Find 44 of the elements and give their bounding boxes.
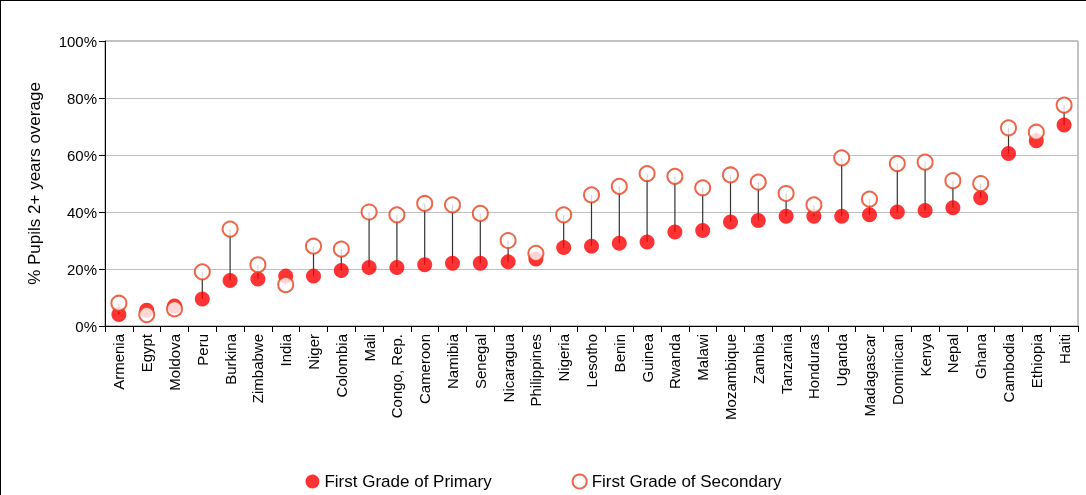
x-tick-label: Ethiopia [1027, 333, 1045, 389]
x-tick-label: Rwanda [666, 333, 684, 390]
x-tick-label: Cameroon [416, 334, 434, 405]
x-tick-label: Nigeria [555, 333, 573, 382]
x-tick-label: Burkina [221, 333, 239, 385]
x-tick-label: India [277, 333, 295, 367]
x-tick-label: Colombia [332, 333, 350, 398]
x-tick-label: Nepal [944, 334, 962, 374]
y-tick-label: 60% [66, 146, 97, 164]
x-tick-label: Guinea [638, 333, 656, 383]
y-tick-label: 100% [58, 32, 97, 50]
x-tick-label: Kenya [916, 333, 934, 377]
x-tick-label: Congo, Rep. [388, 334, 406, 419]
x-tick-label: Madagascar [861, 334, 878, 417]
x-tick-label: Philippines [527, 334, 545, 407]
x-tick-label: Egypt [138, 333, 156, 373]
y-tick-label: 0% [75, 317, 97, 335]
x-tick-label: Senegal [471, 334, 489, 390]
x-tick-label: Nicaragua [499, 333, 517, 403]
y-tick-label: 80% [66, 89, 97, 107]
x-tick-label: Lesotho [583, 334, 600, 388]
x-tick-label: Uganda [833, 333, 851, 387]
x-tick-label: Zimbabwe [249, 334, 267, 404]
y-tick-label: 40% [66, 203, 97, 221]
x-tick-label: Dominican [888, 334, 906, 405]
x-tick-label: Benin [610, 334, 628, 373]
legend-label: First Grade of Secondary [591, 472, 783, 491]
x-tick-label: Namibia [444, 333, 461, 390]
x-tick-label: Peru [193, 334, 211, 366]
legend-label: First Grade of Primary [324, 472, 493, 491]
x-tick-label: Mali [360, 334, 378, 362]
x-tick-label: Zambia [749, 333, 767, 385]
x-tick-label: Honduras [805, 334, 823, 400]
x-tick-label: Malawi [694, 334, 712, 381]
x-tick-label: Cambodia [1000, 333, 1017, 403]
x-tick-label: Ghana [972, 333, 990, 380]
x-tick-label: Tanzania [777, 333, 795, 395]
y-tick-label: 20% [66, 260, 97, 278]
x-tick-label: Moldova [166, 333, 183, 391]
x-tick-label: Armenia [110, 333, 128, 390]
x-tick-label: Niger [305, 334, 322, 370]
y-axis-title: % Pupils 2+ years overage [25, 82, 44, 285]
x-tick-label: Mozambique [722, 334, 739, 420]
x-tick-label: Haiti [1055, 334, 1073, 365]
